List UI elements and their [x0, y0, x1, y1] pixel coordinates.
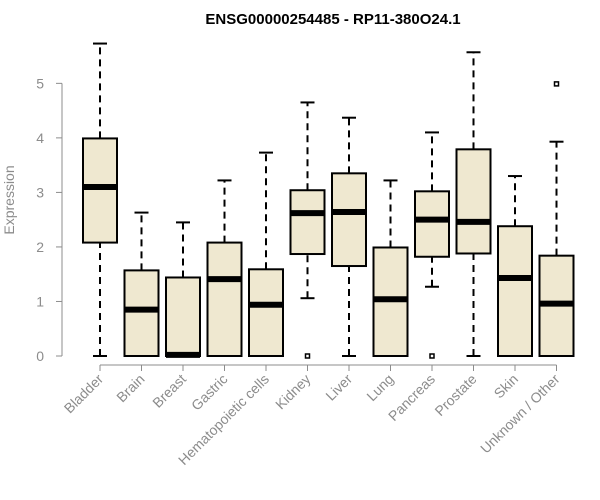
x-tick-label-unknown-other: Unknown / Other [477, 371, 563, 457]
box-brain [123, 211, 160, 357]
box-liver [331, 116, 367, 357]
x-tick-label-prostate: Prostate [431, 371, 479, 419]
box-body [82, 137, 118, 244]
x-tick-label-kidney: Kidney [272, 371, 314, 413]
y-axis: 0 1 2 3 4 5 [36, 75, 63, 364]
chart-title: ENSG00000254485 - RP11-380O24.1 [205, 11, 460, 28]
y-tick-label-2: 2 [36, 239, 44, 255]
x-tick-label-lung: Lung [363, 371, 396, 404]
outlier-point [429, 353, 435, 359]
box-bladder [82, 42, 118, 357]
box-body [497, 225, 533, 357]
box-prostate [455, 51, 492, 357]
box-lung [372, 179, 409, 357]
outlier-point [553, 81, 560, 87]
box-body [248, 268, 284, 357]
x-tick-label-liver: Liver [322, 371, 355, 404]
box-body [123, 269, 160, 357]
box-hematopoietic-cells [248, 151, 284, 357]
box-body [289, 189, 326, 256]
outlier-point [304, 353, 311, 359]
box-body [206, 241, 243, 357]
plot-area [82, 42, 575, 359]
y-tick-label-3: 3 [36, 184, 44, 200]
box-body [414, 190, 450, 258]
box-breast [165, 221, 201, 358]
y-tick-label-0: 0 [36, 348, 44, 364]
x-tick-label-bladder: Bladder [61, 371, 107, 417]
y-tick-label-4: 4 [36, 130, 44, 146]
box-body [455, 148, 492, 255]
x-tick-label-brain: Brain [113, 371, 147, 405]
x-tick-label-breast: Breast [149, 371, 189, 411]
box-skin [497, 175, 533, 357]
box-gastric [206, 179, 243, 357]
y-tick-label-1: 1 [36, 293, 44, 309]
y-tick-label-5: 5 [36, 75, 44, 91]
box-pancreas [414, 131, 450, 359]
box-body [331, 172, 367, 268]
y-axis-label: Expression [1, 165, 17, 234]
x-tick-label-skin: Skin [491, 371, 522, 402]
box-kidney [289, 101, 326, 359]
box-body [165, 276, 201, 358]
box-unknown-other [538, 81, 575, 358]
